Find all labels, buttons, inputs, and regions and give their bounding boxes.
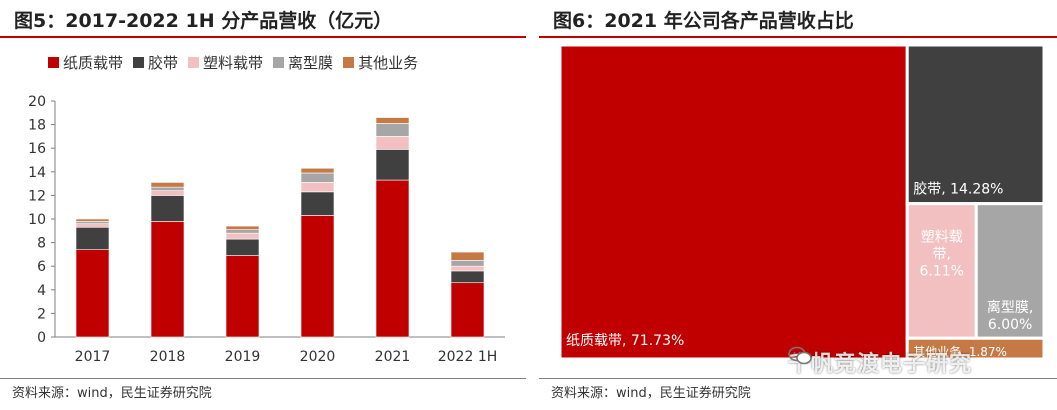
bar-segment: [300, 191, 335, 216]
treemap-label-line: 其他业务, 1.87%: [913, 344, 1007, 359]
bar-segment: [450, 259, 485, 267]
x-tick-label: 2020: [300, 349, 336, 365]
bar-segment: [225, 238, 260, 256]
legend-item-paper-tape: 纸质载带: [48, 52, 123, 73]
left-chart-title: 图5：2017-2022 1H 分产品营收（亿元）: [14, 10, 393, 32]
bar-segment: [375, 123, 410, 137]
legend-label: 胶带: [148, 54, 179, 72]
bar-segment: [225, 255, 260, 338]
x-tick-label: 2018: [150, 349, 186, 365]
treemap-label: 纸质载带, 71.73%: [566, 333, 684, 349]
left-title-bar: 图5：2017-2022 1H 分产品营收（亿元）: [0, 2, 526, 38]
bar-segment: [150, 190, 185, 196]
bar-segment: [75, 221, 110, 225]
watermark-text: 千帆竞渡电子研究: [788, 352, 973, 377]
bar-segment: [150, 182, 185, 188]
legend-item-other-business: 其他业务: [343, 52, 418, 73]
bar-segment: [375, 136, 410, 150]
bar-segment: [300, 172, 335, 183]
x-tick-label: 2022 1H: [438, 349, 498, 365]
y-tick-label: 8: [37, 236, 46, 252]
legend-item-plastic-tape: 塑料载带: [188, 52, 263, 73]
legend-item-release-film: 离型膜: [273, 52, 333, 73]
wechat-icon: [788, 346, 812, 365]
left-source-note: 资料来源：wind，民生证券研究院: [12, 386, 212, 401]
bar-segment: [75, 223, 110, 228]
bar-segment: [375, 117, 410, 124]
bar-segment: [375, 149, 410, 181]
legend-swatch: [273, 57, 285, 68]
left-chart-legend: 纸质载带 胶带 塑料载带 离型膜 其他业务: [48, 52, 428, 73]
bar-segment: [75, 249, 110, 338]
legend-swatch: [188, 57, 200, 68]
treemap-label-line: 胶带, 14.28%: [913, 181, 1003, 198]
right-title-bar: 图6：2021 年公司各产品营收占比: [539, 2, 1057, 38]
stacked-bar-chart: 0 2 4 6 8 10 12 14 16 18 20 2017 2018 2019 2020 2021 202…: [28, 94, 505, 365]
y-tick-label: 10: [28, 212, 46, 228]
right-source-note: 资料来源：wind，民生证券研究院: [551, 386, 751, 401]
legend-label: 离型膜: [288, 54, 334, 72]
bar-segment: [300, 167, 335, 174]
bar-segment: [225, 229, 260, 234]
bar-segment: [450, 282, 485, 338]
bar-segment: [150, 186, 185, 191]
treemap-cell: [905, 202, 978, 340]
bar-segment: [375, 179, 410, 338]
right-chart-panel: 图6：2021 年公司各产品营收占比 纸质载带, 71.73% 胶带, 14.28…: [539, 0, 1057, 410]
right-footer-rule: [539, 378, 1057, 379]
y-tick-label: 12: [28, 188, 46, 204]
legend-label: 其他业务: [358, 54, 419, 72]
treemap-label-line: 塑料载: [921, 230, 963, 246]
bar-segment: [300, 215, 335, 338]
bar-segment: [450, 251, 485, 261]
right-chart-title: 图6：2021 年公司各产品营收占比: [553, 10, 854, 32]
bar-segment: [150, 221, 185, 338]
bar-segment: [75, 218, 110, 222]
x-tick-label: 2021: [375, 349, 411, 365]
treemap-chart: 纸质载带, 71.73% 胶带, 14.28% 塑料载带, 6.11% 离型膜, 6.00…: [558, 43, 1046, 361]
treemap-label: 离型膜, 6.00%: [987, 299, 1033, 333]
treemap-label-line: 6.00%: [988, 317, 1032, 333]
legend-item-tape: 胶带: [133, 52, 178, 73]
y-tick-label: 16: [28, 141, 46, 157]
left-footer-rule: [0, 378, 526, 379]
y-tick-label: 20: [28, 94, 46, 110]
legend-label: 纸质载带: [63, 54, 124, 72]
treemap-label-line: 纸质载带, 71.73%: [566, 333, 684, 349]
treemap-cell: [905, 43, 1046, 206]
y-tick-label: 6: [37, 259, 46, 275]
treemap-label-line: 6.11%: [919, 264, 963, 280]
treemap-label: 其他业务, 1.87%: [913, 344, 1007, 359]
left-chart-panel: 图5：2017-2022 1H 分产品营收（亿元） 纸质载带 胶带 塑料载带 离…: [0, 0, 526, 410]
treemap-cell: [558, 43, 909, 361]
y-tick-label: 4: [37, 283, 46, 299]
bar-segment: [450, 270, 485, 284]
treemap-label-line: 离型膜,: [987, 299, 1033, 316]
bar-segment: [450, 265, 485, 272]
bar-segment: [225, 225, 260, 230]
y-tick-label: 18: [28, 118, 46, 134]
bar-segment: [75, 226, 110, 250]
legend-swatch: [133, 57, 145, 68]
treemap-label: 塑料载带, 6.11%: [919, 230, 963, 280]
bar-segment: [225, 232, 260, 240]
treemap-label: 胶带, 14.28%: [913, 181, 1003, 198]
legend-swatch: [343, 57, 355, 68]
treemap-cell: [974, 202, 1046, 340]
treemap-cell: [905, 336, 1046, 361]
y-tick-label: 2: [37, 306, 46, 322]
bar-segment: [300, 182, 335, 193]
legend-swatch: [48, 57, 59, 68]
y-tick-label: 0: [37, 330, 46, 346]
x-tick-label: 2017: [75, 349, 111, 365]
legend-label: 塑料载带: [203, 54, 264, 72]
x-tick-label: 2019: [225, 349, 261, 365]
watermark: 千帆竞渡电子研究: [788, 346, 972, 378]
bar-segment: [150, 195, 185, 222]
treemap-label-line: 带,: [932, 247, 950, 263]
y-tick-label: 14: [28, 165, 46, 181]
